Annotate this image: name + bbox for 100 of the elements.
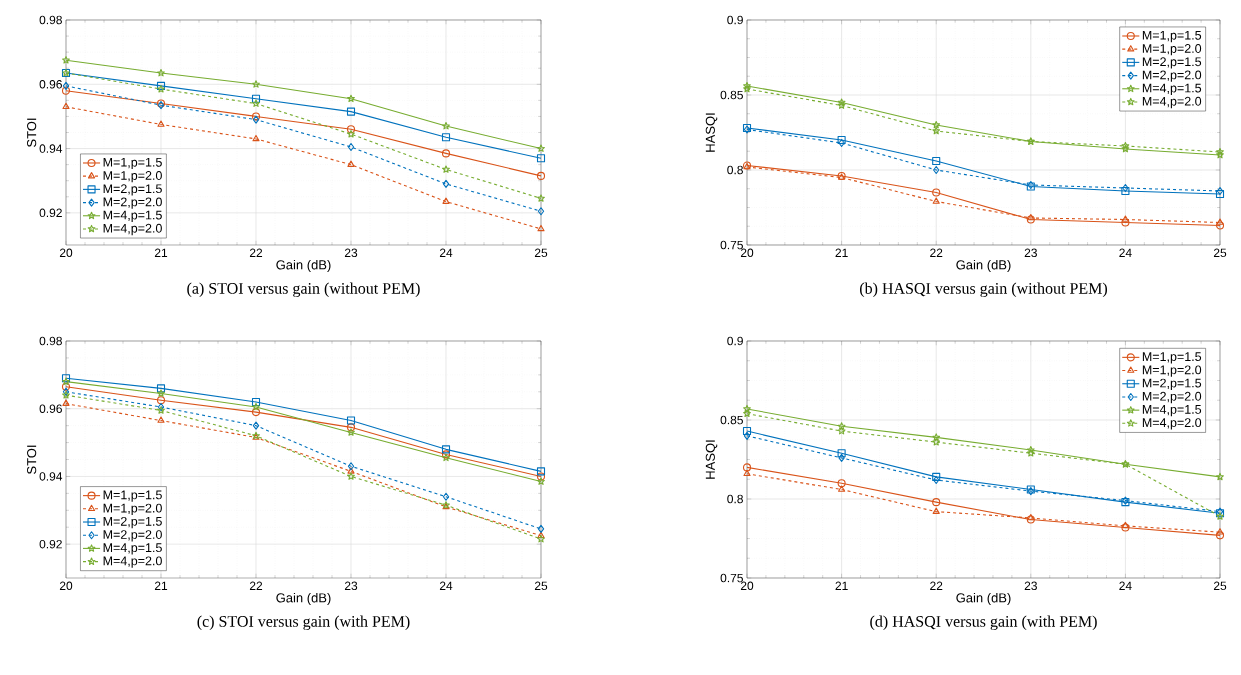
legend-label: M=4,p=2.0 — [103, 556, 162, 568]
legend-label: M=2,p=2.0 — [103, 197, 162, 209]
point — [442, 179, 450, 188]
x-tick-label: 23 — [344, 581, 358, 591]
point — [1215, 221, 1225, 230]
point — [1121, 521, 1129, 529]
y-tick-label: 0.94 — [39, 144, 63, 153]
legend-label: M=2,p=1.5 — [103, 184, 162, 196]
point — [1216, 147, 1224, 156]
y-tick-label: 0.98 — [39, 15, 62, 25]
point — [347, 467, 355, 474]
point — [62, 399, 70, 406]
point — [61, 86, 71, 95]
point — [252, 402, 260, 411]
legend-label: M=1,p=1.5 — [1142, 352, 1202, 364]
point — [932, 498, 941, 507]
point — [1026, 445, 1035, 454]
point — [156, 396, 166, 405]
point — [537, 524, 545, 533]
point — [347, 142, 355, 152]
x-axis-title: Gain (dB) — [956, 259, 1011, 273]
point — [932, 197, 940, 204]
x-tick-label: 21 — [154, 581, 168, 590]
x-tick-label: 22 — [249, 248, 263, 257]
legend-label: M=1,p=2.0 — [1142, 365, 1202, 377]
y-tick-label: 0.85 — [720, 415, 743, 425]
point — [537, 531, 545, 538]
y-tick-label: 0.8 — [727, 165, 743, 175]
point — [62, 56, 70, 64]
legend-label: M=1,p=1.5 — [103, 490, 162, 502]
point — [442, 165, 450, 173]
point — [1121, 523, 1130, 532]
y-axis-title: HASQI — [705, 440, 718, 479]
x-tick-label: 22 — [930, 248, 943, 257]
point — [537, 535, 545, 543]
point — [932, 472, 941, 481]
point — [537, 224, 545, 232]
point — [932, 120, 941, 129]
legend-label: M=1,p=2.0 — [103, 503, 162, 515]
point — [251, 94, 261, 103]
point — [441, 445, 451, 454]
point — [1216, 186, 1224, 196]
point — [932, 126, 941, 135]
point — [1027, 513, 1035, 521]
point — [838, 138, 845, 148]
legend-label: M=4,p=2.0 — [103, 223, 162, 236]
legend-label: M=4,p=2.0 — [1142, 418, 1202, 430]
legend-label: M=2,p=2.0 — [103, 530, 162, 542]
y-tick-label: 0.85 — [720, 90, 743, 100]
point — [442, 122, 450, 130]
point — [157, 68, 165, 77]
point — [346, 423, 356, 432]
y-tick-label: 0.92 — [39, 539, 62, 549]
point — [932, 433, 941, 441]
y-axis-title: STOI — [27, 118, 37, 147]
point — [251, 408, 261, 417]
point — [1026, 449, 1035, 457]
legend-label: M=2,p=2.0 — [1142, 391, 1202, 404]
point — [157, 120, 165, 127]
x-tick-label: 24 — [439, 248, 453, 257]
point — [1026, 215, 1035, 224]
y-axis-title: STOI — [27, 445, 37, 474]
x-tick-label: 24 — [1119, 248, 1132, 257]
point — [742, 427, 752, 436]
y-tick-label: 0.75 — [720, 240, 743, 250]
point — [837, 422, 846, 430]
point — [1122, 183, 1129, 193]
point — [537, 144, 545, 152]
text: (c) STOI versus gain (with PEM) — [197, 615, 410, 631]
point — [536, 467, 546, 476]
x-tick-label: 21 — [154, 248, 168, 257]
point — [536, 472, 546, 481]
x-tick-label: 20 — [740, 248, 754, 258]
y-tick-label: 0.9 — [727, 15, 743, 25]
point — [347, 130, 355, 138]
point — [252, 421, 260, 430]
x-tick-label: 20 — [59, 248, 73, 258]
point — [156, 384, 166, 393]
point — [537, 194, 545, 202]
x-tick-label: 21 — [835, 248, 848, 257]
point — [252, 80, 260, 88]
point — [157, 406, 165, 414]
point — [1027, 213, 1035, 221]
point — [1121, 144, 1130, 153]
legend-label: M=4,p=1.5 — [103, 210, 162, 222]
y-tick-label: 0.98 — [39, 336, 62, 346]
x-tick-label: 25 — [534, 248, 548, 258]
point — [1121, 215, 1129, 222]
y-tick-label: 0.92 — [39, 208, 62, 218]
text: (b) HASQI versus gain (without PEM) — [860, 282, 1108, 298]
x-axis-title: Gain (dB) — [276, 592, 331, 606]
point — [837, 135, 846, 145]
point — [742, 463, 752, 472]
point — [251, 397, 261, 406]
x-tick-label: 23 — [344, 248, 358, 258]
point — [536, 154, 546, 163]
point — [61, 382, 71, 391]
legend-label: M=1,p=2.0 — [103, 171, 162, 183]
x-tick-label: 20 — [740, 581, 754, 591]
point — [837, 101, 846, 109]
